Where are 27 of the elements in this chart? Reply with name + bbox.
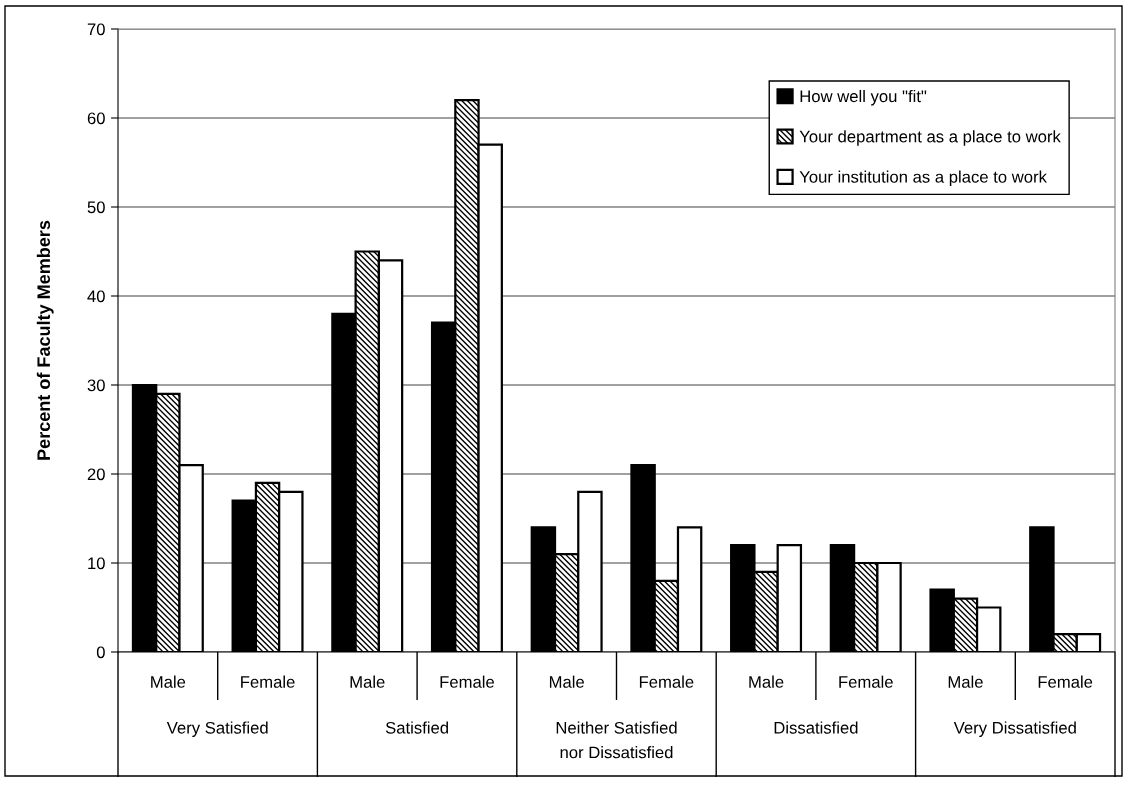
x-tick-label: Male [549,675,584,688]
x-tick-label: Male [948,675,983,688]
y-tick-label: 20 [87,468,105,481]
text: Dissatisfied [774,721,858,734]
text: Very Dissatisfied [953,721,1076,737]
text: Satisfied [385,721,448,734]
x-tick-label: Female [639,675,694,688]
legend-label: Your department as a place to work [799,130,1061,146]
legend-label: Your institution as a place to work [799,170,1047,187]
x-tick-label: Female [241,675,295,688]
y-tick-label: 30 [87,379,105,392]
y-axis-title: Percent of Faculty Members [36,220,54,460]
x-tick-label: Female [1038,675,1093,688]
y-tick-label: 50 [87,201,105,214]
x-tick-label: Male [749,675,784,688]
text: Very Satisfied [166,721,268,737]
x-tick-label: Male [350,675,385,688]
x-tick-label: Female [839,675,893,688]
y-tick-label: 70 [87,23,105,36]
y-tick-label: 40 [87,290,105,303]
x-tick-label: Male [151,675,186,688]
y-tick-label: 0 [96,646,105,659]
y-tick-label: 10 [88,557,105,570]
y-tick-label: 60 [87,112,105,125]
text: Neither Satisfied nor Dissatisfied [556,721,677,759]
x-tick-label: Female [440,675,494,688]
legend-label: How well you "fit" [800,89,927,106]
